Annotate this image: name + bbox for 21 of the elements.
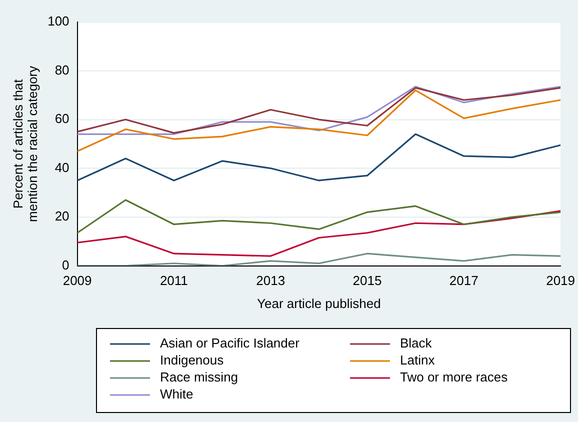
legend-label: White: [160, 386, 194, 402]
x-tick-label: 2011: [160, 273, 188, 288]
legend-label: Indigenous: [160, 352, 224, 368]
y-tick-label: 80: [54, 62, 70, 78]
y-tick-label: 60: [54, 111, 70, 126]
y-tick-label: 40: [54, 160, 70, 175]
legend-label: Two or more races: [400, 370, 508, 385]
legend-label: Latinx: [400, 352, 436, 368]
x-tick-label: 2009: [62, 273, 92, 288]
y-tick-label: 20: [54, 208, 70, 224]
y-axis-title: Percent of articles that mention the racial category: [10, 65, 40, 222]
x-tick-label: 2013: [256, 273, 286, 288]
y-tick-label: 100: [48, 14, 70, 29]
x-tick-label: 2017: [449, 273, 478, 288]
legend-label: Black: [400, 336, 432, 351]
x-tick-label: 2015: [352, 273, 382, 288]
y-tick-label: 0: [62, 257, 70, 272]
legend-label: Race missing: [160, 370, 238, 385]
x-axis-title: Year article published: [257, 296, 381, 311]
x-tick-label: 2019: [546, 273, 575, 288]
legend-label: Asian or Pacific Islander: [160, 336, 300, 351]
